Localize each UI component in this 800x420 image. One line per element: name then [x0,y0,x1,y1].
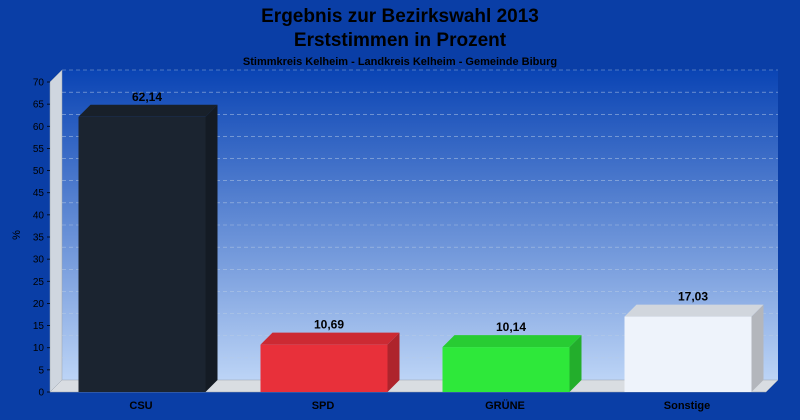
bar-top [624,304,764,317]
x-tick-label: Sonstige [664,400,710,412]
bar-front [624,316,752,392]
y-tick-label: 30 [33,255,45,266]
data-label: 10,14 [496,320,526,334]
bar-front [260,344,388,392]
x-tick-label: GRÜNE [485,399,525,412]
x-tick-label: CSU [129,400,152,412]
y-tick-label: 65 [33,100,45,111]
bar-csu [78,104,218,393]
chart-subtitle-region: Stimmkreis Kelheim - Landkreis Kelheim -… [243,56,557,68]
y-tick-label: 55 [33,144,45,155]
bar-side [751,304,764,392]
data-label: 62,14 [132,90,162,104]
y-axis-label: % [11,230,23,240]
x-tick-label: SPD [312,400,335,412]
bar-front [442,347,570,392]
chart-title: Ergebnis zur Bezirkswahl 2013 [261,6,539,27]
y-tick-label: 5 [38,365,44,376]
bar-side [387,332,400,392]
y-tick-label: 70 [33,78,45,89]
y-tick-label: 40 [33,210,45,221]
data-label: 17,03 [678,290,708,304]
y-tick-label: 15 [33,321,45,332]
y-tick-label: 50 [33,166,45,177]
bar-side [205,104,218,393]
bar-top [260,332,400,345]
y-tick-label: 10 [33,343,45,354]
y-tick-label: 0 [38,388,44,399]
data-label: 10,69 [314,318,344,332]
y-tick-label: 25 [33,277,45,288]
bar-top [442,335,582,348]
y-tick-label: 45 [33,188,45,199]
y-tick-label: 20 [33,299,45,310]
plot-left-wall [49,69,63,393]
chart-subtitle: Erststimmen in Prozent [294,30,507,51]
bar-sonstige [624,304,764,392]
bar-top [78,104,218,117]
y-tick-label: 35 [33,233,45,244]
y-tick-label: 60 [33,122,45,133]
bar-grne [442,335,582,392]
bar-front [78,116,206,393]
bar-spd [260,332,400,392]
bar-side [569,335,582,392]
